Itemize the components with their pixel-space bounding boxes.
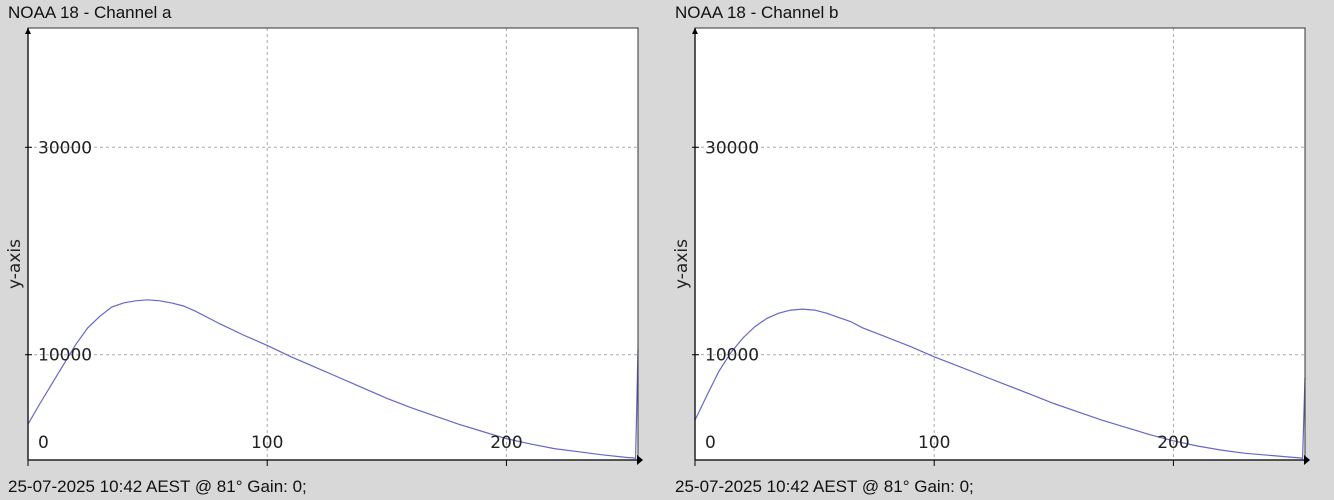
- y-axis-arrow: [692, 28, 698, 34]
- panel-title: NOAA 18 - Channel b: [675, 3, 839, 22]
- chart-a: 0 100 200 10000 30000 y-axis: [5, 27, 643, 466]
- x-tick-label: 0: [38, 433, 49, 453]
- chart-b: 0 100 200 10000 30000 y-axis: [672, 27, 1310, 466]
- y-axis-arrow: [25, 28, 31, 34]
- y-tick-label: 30000: [705, 138, 759, 158]
- y-axis-label: y-axis: [672, 239, 692, 289]
- chart-panel-b: NOAA 18 - Channel b 0 100 200 10000 30000 y-a…: [667, 0, 1310, 500]
- panel-footer: 25-07-2025 10:42 AEST @ 81° Gain: 0;: [8, 477, 307, 496]
- x-tick-label: 0: [705, 433, 716, 453]
- panel-title: NOAA 18 - Channel a: [8, 3, 172, 22]
- y-axis-label: y-axis: [5, 239, 25, 289]
- x-tick-label: 100: [918, 433, 950, 453]
- series-line: [27, 299, 639, 460]
- y-tick-label: 10000: [38, 346, 92, 366]
- x-tick-label: 200: [1157, 433, 1189, 453]
- x-tick-label: 100: [251, 433, 283, 453]
- y-tick-label: 30000: [38, 138, 92, 158]
- series-line: [694, 308, 1306, 460]
- chart-panel-a: NOAA 18 - Channel a 0 100 200 10000 30000 y-a…: [0, 0, 643, 500]
- plot-border: [694, 27, 1306, 461]
- plot-area: [28, 28, 638, 460]
- x-axis-arrow: [637, 455, 643, 465]
- plot-area: [695, 28, 1305, 460]
- x-axis-arrow: [1304, 455, 1310, 465]
- panel-footer: 25-07-2025 10:42 AEST @ 81° Gain: 0;: [675, 477, 974, 496]
- x-tick-label: 200: [490, 433, 522, 453]
- y-tick-label: 10000: [705, 346, 759, 366]
- plot-border: [27, 27, 639, 461]
